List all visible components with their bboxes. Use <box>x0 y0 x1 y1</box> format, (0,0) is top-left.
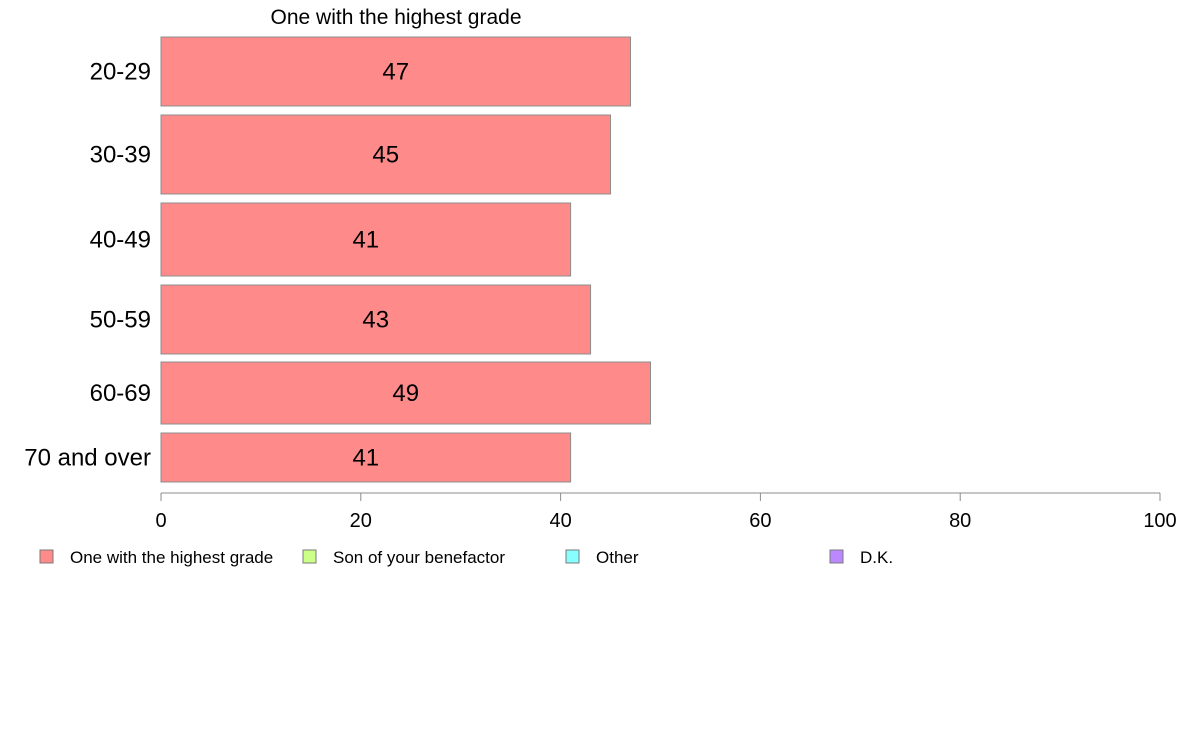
legend-label: Other <box>596 548 639 567</box>
bar-value-label: 45 <box>372 142 399 169</box>
x-tick-label: 0 <box>155 510 166 532</box>
category-label: 20-29 <box>90 59 151 86</box>
bar-value-label: 41 <box>352 227 379 254</box>
x-tick-label: 40 <box>549 510 571 532</box>
legend-swatch <box>565 549 580 564</box>
bar-30-39 <box>160 114 612 195</box>
category-label: 30-39 <box>90 142 151 169</box>
x-tick-label: 60 <box>749 510 771 532</box>
category-label: 50-59 <box>90 307 151 334</box>
legend-item: One with the highest grade <box>39 548 273 567</box>
bar-20-29 <box>160 36 632 107</box>
category-label: 40-49 <box>90 227 151 254</box>
bar-value-label: 41 <box>352 445 379 472</box>
chart-title: One with the highest grade <box>271 6 522 29</box>
bar-60-69 <box>160 361 652 425</box>
bar-70-and-over <box>160 432 572 483</box>
legend-swatch <box>302 549 317 564</box>
x-tick-label: 20 <box>350 510 372 532</box>
legend-item: D.K. <box>829 548 893 567</box>
x-tick-label: 100 <box>1143 510 1176 532</box>
legend-label: One with the highest grade <box>70 548 273 567</box>
legend: One with the highest grade Son of your be… <box>39 548 893 567</box>
bar-value-label: 43 <box>362 307 389 334</box>
legend-item: Other <box>565 548 639 567</box>
legend-item: Son of your benefactor <box>302 548 505 567</box>
category-label: 70 and over <box>24 445 151 472</box>
bar-50-59 <box>160 284 592 355</box>
legend-label: D.K. <box>860 548 893 567</box>
bar-value-label: 49 <box>392 380 419 407</box>
legend-swatch <box>829 549 844 564</box>
bar-40-49 <box>160 202 572 277</box>
x-axis: 0 20 40 60 80 100 <box>155 492 1177 532</box>
bars-group <box>160 36 652 483</box>
category-label: 60-69 <box>90 380 151 407</box>
bar-value-label: 47 <box>382 59 409 86</box>
legend-swatch <box>39 549 54 564</box>
category-labels-group: 20-29 30-39 40-49 50-59 60-69 70 and over <box>24 59 151 472</box>
x-tick-label: 80 <box>949 510 971 532</box>
bar-labels-group: 47 45 41 43 49 41 <box>352 59 419 472</box>
legend-label: Son of your benefactor <box>333 548 505 567</box>
